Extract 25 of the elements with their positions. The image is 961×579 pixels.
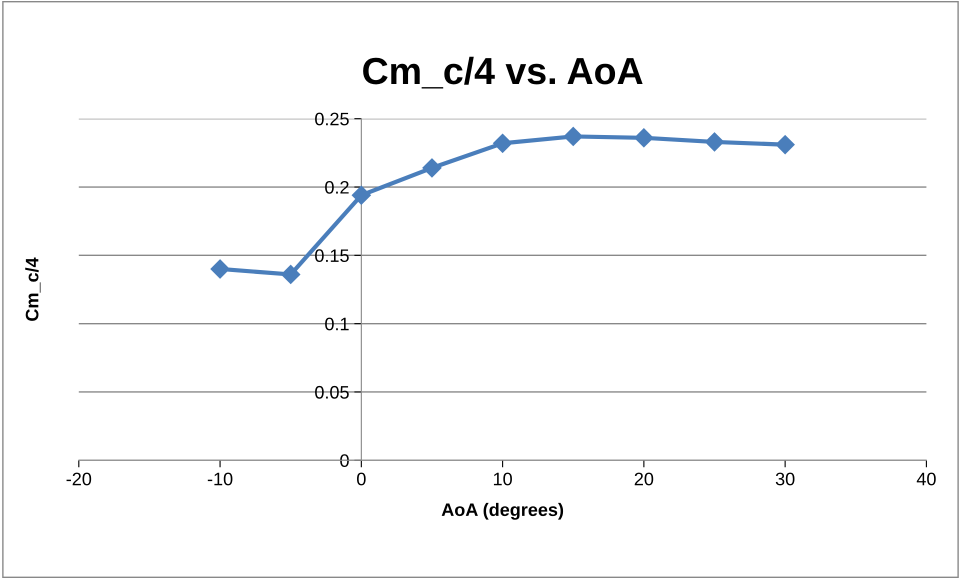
x-tick-label: 40 [916, 472, 936, 486]
chart-title: Cm_c/4 vs. AoA [363, 56, 643, 89]
y-tick-label: 0.2 [325, 180, 349, 194]
point [210, 259, 230, 279]
point [776, 135, 795, 154]
point [634, 128, 654, 148]
y-axis-title: Cm_c/4 [25, 257, 41, 321]
y-tick-label: 0.1 [325, 318, 349, 330]
y-tick-label: 0.15 [315, 249, 349, 262]
y-tick-label: 0.05 [315, 386, 349, 399]
point [493, 134, 512, 153]
x-tick-label: -10 [208, 472, 232, 486]
x-tick-label: 30 [776, 472, 794, 486]
x-tick-label: 10 [494, 472, 512, 486]
y-tick-label: 0 [340, 454, 349, 468]
x-tick-label: 20 [634, 472, 654, 486]
x-tick-label: -20 [66, 472, 92, 486]
x-axis-title: AoA (degrees) [442, 502, 564, 520]
point [704, 132, 724, 152]
y-tick-label: 0.25 [315, 112, 349, 126]
point [281, 264, 300, 284]
x-tick-label: 0 [357, 472, 366, 486]
point [422, 158, 442, 178]
point [352, 186, 371, 205]
point [564, 126, 583, 146]
